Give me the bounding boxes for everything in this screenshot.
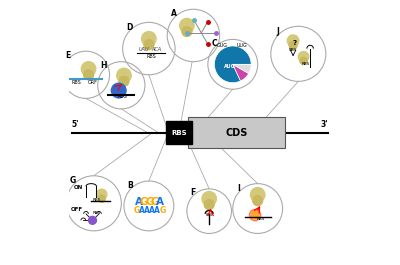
Circle shape [289,42,297,49]
Circle shape [298,51,309,62]
Text: G: G [145,197,154,207]
Text: RBS: RBS [92,198,100,202]
Circle shape [250,188,265,202]
Text: ON: ON [74,185,83,190]
Text: G: G [150,197,159,207]
Circle shape [81,62,96,76]
Text: J: J [276,27,279,36]
Text: OFF: OFF [71,207,83,212]
Text: C: C [211,39,217,48]
Text: UAU: UAU [138,47,149,52]
Text: RBS: RBS [118,94,128,99]
Text: RBS: RBS [147,54,156,59]
Text: RBS: RBS [302,62,310,66]
Wedge shape [233,64,251,73]
Circle shape [202,192,216,206]
Text: G: G [70,176,76,185]
Text: RBS: RBS [256,217,264,221]
Text: ?: ? [292,40,296,46]
Text: RBS: RBS [92,211,100,215]
Text: A: A [144,206,150,215]
Circle shape [204,200,214,210]
Circle shape [117,68,131,83]
Circle shape [142,32,156,46]
Text: G: G [133,206,140,215]
Circle shape [253,196,263,206]
Text: RBS: RBS [289,48,297,52]
Text: 5': 5' [72,120,79,129]
Circle shape [96,189,107,200]
Text: A: A [156,197,164,207]
Text: A: A [135,197,143,207]
Text: A: A [154,206,160,215]
Text: A: A [138,206,144,215]
Text: I: I [238,184,240,193]
Circle shape [98,195,105,202]
Circle shape [252,212,258,219]
Text: 3': 3' [321,120,328,129]
Text: A: A [149,206,155,215]
Text: RBS: RBS [171,130,187,135]
Circle shape [84,70,94,80]
Text: UUG: UUG [236,43,247,48]
Text: AUG: AUG [224,64,236,69]
Text: CDS: CDS [226,127,248,138]
FancyBboxPatch shape [166,121,192,144]
Text: RBS: RBS [206,213,213,217]
Circle shape [111,83,126,98]
Text: B: B [127,181,133,190]
Text: G: G [140,197,148,207]
Circle shape [300,58,307,64]
Wedge shape [214,46,251,83]
Text: E: E [66,51,71,60]
Wedge shape [233,64,249,81]
Text: H: H [100,61,107,70]
Circle shape [182,26,192,37]
Text: D: D [126,23,132,32]
Circle shape [88,217,96,224]
Circle shape [119,76,129,86]
Circle shape [249,209,261,221]
Circle shape [144,40,154,50]
Text: G: G [159,206,166,215]
Text: ORF: ORF [88,80,98,85]
Text: RBS: RBS [72,80,82,85]
Circle shape [180,19,194,33]
Circle shape [287,35,299,46]
Text: GUG: GUG [217,43,228,48]
FancyBboxPatch shape [188,117,285,148]
Text: ACA: ACA [152,47,162,52]
Text: A: A [171,10,177,19]
Text: F: F [190,188,195,197]
